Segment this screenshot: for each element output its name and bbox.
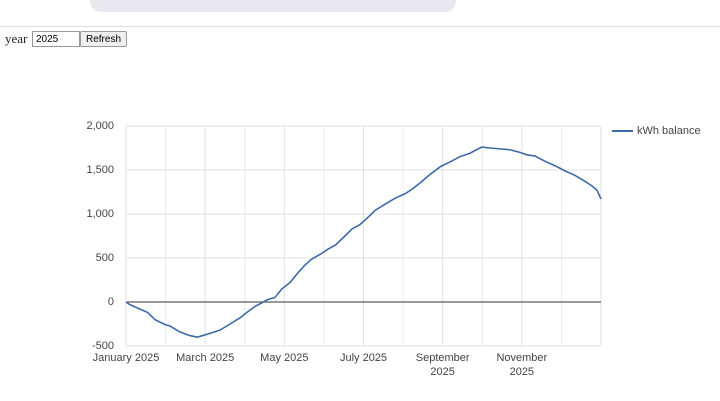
y-tick-label: 0 xyxy=(108,296,114,308)
x-tick-label: January 2025 xyxy=(92,352,160,364)
y-tick-label: 500 xyxy=(96,252,114,264)
legend-label: kWh balance xyxy=(637,125,701,137)
x-tick-label: September 2025 xyxy=(415,352,470,378)
y-tick-label: 2,000 xyxy=(86,120,114,132)
y-tick-label: 1,500 xyxy=(86,164,114,176)
year-label: year xyxy=(5,31,28,46)
x-tick-label: July 2025 xyxy=(339,352,388,364)
refresh-button[interactable]: Refresh xyxy=(80,31,128,47)
line-series xyxy=(125,146,602,339)
x-tick-label: May 2025 xyxy=(260,352,309,364)
year-input[interactable] xyxy=(32,31,80,47)
x-tick-label: November 2025 xyxy=(496,352,548,378)
top-bar xyxy=(90,0,456,12)
y-tick-label: 1,000 xyxy=(86,208,114,220)
divider xyxy=(0,26,720,27)
x-tick-label: March 2025 xyxy=(176,352,235,364)
y-tick-label: -500 xyxy=(92,340,114,352)
